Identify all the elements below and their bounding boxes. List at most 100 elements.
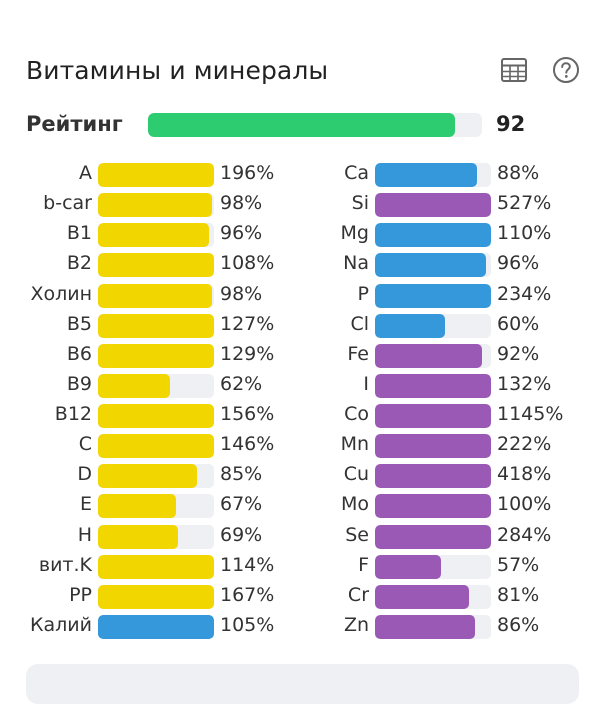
- nutrient-label: вит.K: [38, 553, 92, 576]
- nutrient-percent: 132%: [497, 372, 552, 395]
- rating-bar-fill: [148, 113, 456, 137]
- nutrient-bar-fill: [375, 313, 445, 338]
- nutrient-label: B6: [66, 342, 92, 365]
- nutrient-percent: 127%: [220, 312, 275, 335]
- nutrient-label: Холин: [30, 282, 92, 305]
- nutrient-bar-fill: [375, 223, 491, 248]
- nutrient-label: Калий: [30, 613, 92, 636]
- nutrient-percent: 1145%: [497, 403, 564, 425]
- nutrient-label: Na: [343, 252, 369, 275]
- nutrient-bar: [98, 313, 214, 338]
- nutrient-bar: [98, 404, 214, 428]
- rating-label: Рейтинг: [26, 112, 123, 136]
- nutrient-bar-fill: [98, 464, 197, 489]
- nutrient-bar: [375, 253, 491, 278]
- section-header: Витамины и минералы: [26, 52, 582, 92]
- nutrient-bar-fill: [98, 584, 214, 609]
- nutrient-percent: 67%: [220, 493, 263, 516]
- nutrient-bar-fill: [375, 343, 482, 368]
- nutrient-bar-fill: [375, 584, 469, 609]
- nutrient-bar-fill: [98, 223, 210, 248]
- nutrient-bar: [375, 614, 491, 639]
- nutrient-percent: 98%: [220, 192, 263, 215]
- rating-bar: [148, 113, 482, 137]
- nutrient-bar-fill: [375, 434, 491, 459]
- nutrient-bar: [98, 223, 214, 248]
- nutrient-percent: 114%: [220, 553, 275, 576]
- rating-row: Рейтинг 92: [26, 110, 582, 140]
- nutrient-percent: 222%: [497, 433, 552, 456]
- nutrient-bar: [375, 464, 491, 489]
- nutrient-bar-fill: [98, 253, 214, 278]
- nutrient-percent: 69%: [220, 523, 263, 546]
- nutrient-percent: 96%: [497, 252, 540, 275]
- nutrient-bar-fill: [98, 163, 214, 187]
- nutrient-bar-fill: [98, 554, 214, 579]
- nutrient-label: P: [357, 282, 369, 305]
- nutrient-bar-fill: [375, 614, 475, 639]
- nutrient-bar: [375, 524, 491, 549]
- nutrient-bar-fill: [375, 253, 487, 278]
- nutrient-percent: 105%: [220, 613, 275, 636]
- nutrient-bar: [375, 373, 491, 398]
- nutrient-bar-fill: [98, 524, 179, 549]
- nutrient-bar: [375, 434, 491, 459]
- nutrient-percent: 88%: [497, 162, 540, 184]
- nutrient-bar: [375, 554, 491, 579]
- nutrient-bar: [375, 343, 491, 368]
- rating-value: 92: [496, 112, 526, 136]
- nutrient-bar: [98, 494, 214, 519]
- nutrient-percent: 110%: [497, 222, 552, 245]
- nutrient-percent: 234%: [497, 282, 552, 305]
- nutrient-bar: [375, 494, 491, 519]
- nutrient-bar: [98, 554, 214, 579]
- nutrient-bar-fill: [375, 464, 491, 489]
- nutrient-bar: [98, 193, 214, 218]
- nutrient-bar-fill: [98, 313, 214, 338]
- nutrient-bar-fill: [375, 404, 491, 428]
- nutrient-bar: [375, 584, 491, 609]
- nutrient-percent: 196%: [220, 162, 275, 184]
- nutrient-bar: [375, 163, 491, 187]
- nutrient-bar-fill: [98, 404, 214, 428]
- nutrient-label: Ca: [344, 162, 369, 184]
- nutrient-label: B5: [66, 312, 92, 335]
- nutrient-label: B1: [66, 222, 92, 245]
- nutrient-percent: 60%: [497, 312, 540, 335]
- next-card: [26, 664, 579, 704]
- nutrient-percent: 62%: [220, 372, 263, 395]
- nutrient-bar-fill: [375, 283, 491, 308]
- nutrient-percent: 86%: [497, 613, 540, 636]
- nutrient-bar: [98, 524, 214, 549]
- nutrient-bar: [98, 253, 214, 278]
- nutrient-label: Mo: [340, 493, 369, 516]
- nutrient-bar: [375, 223, 491, 248]
- help-circle-icon[interactable]: [552, 56, 580, 84]
- nutrient-bar-fill: [98, 614, 214, 639]
- nutrient-label: Mn: [340, 433, 369, 456]
- nutrient-bar-fill: [375, 554, 442, 579]
- nutrient-percent: 96%: [220, 222, 263, 245]
- nutrient-label: b-car: [43, 192, 92, 215]
- nutrient-label: PP: [69, 583, 92, 606]
- nutrient-label: B12: [54, 403, 92, 425]
- nutrient-bar-fill: [375, 373, 491, 398]
- section-title: Витамины и минералы: [26, 56, 329, 85]
- table-icon[interactable]: [500, 56, 528, 84]
- nutrient-label: B2: [66, 252, 92, 275]
- nutrient-label: Co: [344, 403, 369, 425]
- nutrient-label: I: [363, 372, 369, 395]
- nutrient-label: E: [79, 493, 92, 516]
- nutrient-bar-fill: [98, 494, 176, 519]
- nutrient-bar: [375, 193, 491, 218]
- nutrient-bar-fill: [98, 434, 214, 459]
- nutrient-bar: [375, 283, 491, 308]
- nutrient-percent: 418%: [497, 463, 552, 486]
- nutrient-percent: 92%: [497, 342, 540, 365]
- nutrient-bar-fill: [375, 163, 478, 187]
- nutrient-bar-fill: [98, 373, 170, 398]
- nutrient-label: Cr: [347, 583, 369, 606]
- nutrient-label: Fe: [347, 342, 369, 365]
- nutrient-bar: [98, 373, 214, 398]
- nutrient-percent: 146%: [220, 433, 275, 456]
